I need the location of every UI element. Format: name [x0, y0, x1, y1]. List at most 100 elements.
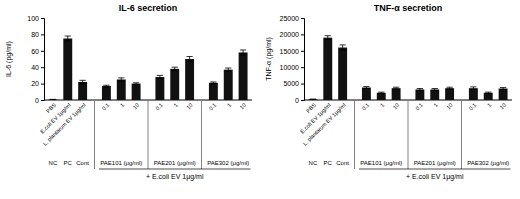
error-bar-cap	[133, 84, 139, 85]
error-bar-cap	[432, 88, 438, 89]
y-tick-mark	[41, 67, 44, 68]
group-label: Cont	[336, 160, 349, 166]
x-tick-label: 10	[499, 102, 508, 111]
error-bar	[485, 92, 491, 93]
error-bar-cap	[172, 70, 178, 71]
error-bar-cap	[485, 92, 491, 93]
y-tick-mark	[41, 18, 44, 19]
y-tick: 20	[31, 80, 44, 87]
error-bar-cap	[186, 61, 192, 62]
y-tick-label: 80	[31, 31, 39, 38]
x-tick-label: 10	[239, 102, 248, 111]
error-bar-cap	[103, 85, 109, 86]
error-bar-cap	[500, 89, 506, 90]
error-bar-cap	[50, 99, 56, 100]
error-bar	[65, 36, 71, 41]
error-bar-cap	[65, 36, 71, 37]
error-bar-cap	[500, 87, 506, 88]
bar	[132, 84, 141, 100]
error-bar	[378, 92, 384, 93]
error-bar-cap	[80, 83, 86, 84]
group-divider	[148, 101, 149, 169]
error-bar	[446, 87, 452, 89]
bar	[102, 86, 111, 100]
y-axis: 0500010000150002000025000	[280, 15, 305, 104]
bar	[78, 82, 87, 100]
error-bar-stem	[82, 80, 83, 83]
error-bar-stem	[159, 75, 160, 78]
y-tick: 10000	[280, 64, 304, 71]
y-tick: 40	[31, 64, 44, 71]
error-bar	[240, 50, 246, 55]
x-tick-label: 0.1	[154, 102, 164, 112]
group-label: PAE101 (μg/ml)	[100, 160, 142, 166]
error-bar-cap	[225, 68, 231, 69]
group-label: PC	[64, 160, 73, 166]
bar	[469, 88, 478, 100]
error-bar-cap	[50, 99, 56, 100]
bar	[392, 88, 401, 100]
error-bar	[172, 67, 178, 70]
error-bar-stem	[327, 36, 328, 40]
group-label: NC	[309, 160, 318, 166]
error-bar-cap	[393, 87, 399, 88]
error-bar-cap	[210, 83, 216, 84]
y-tick-mark	[41, 100, 44, 101]
y-tick-label: 100	[27, 15, 39, 22]
group-divider	[461, 101, 462, 169]
y-tick-label: 5000	[283, 80, 299, 87]
x-axis-line	[304, 100, 512, 101]
bar	[209, 83, 218, 100]
x-tick-label: 10	[132, 102, 141, 111]
error-bar-cap	[363, 86, 369, 87]
panel: 0500010000150002000025000TNF-α secretion…	[265, 3, 512, 181]
y-axis-line	[41, 19, 45, 101]
bar	[239, 52, 248, 100]
error-bar-stem	[121, 78, 122, 81]
error-bar	[210, 82, 216, 84]
x-tick-label: L. plantarum EV 1μg/ml	[42, 102, 87, 147]
group-divider	[354, 101, 355, 169]
error-bar	[417, 89, 423, 91]
bar	[155, 77, 164, 100]
panel: 020406080100IL-6 secretionIL-6 (pg/ml)PB…	[5, 3, 252, 181]
x-axis-line	[44, 100, 252, 101]
error-bar-cap	[378, 92, 384, 93]
bar	[415, 90, 424, 100]
y-axis-title: TNF-α (pg/ml)	[265, 37, 273, 81]
bar	[48, 99, 57, 100]
x-axis-title: + E.coli EV 1μg/ml	[406, 173, 464, 181]
group-label: PAE302 (μg/ml)	[207, 160, 249, 166]
error-bar-stem	[243, 50, 244, 55]
error-bar-cap	[325, 39, 331, 40]
bar	[185, 59, 194, 100]
error-bar-cap	[417, 90, 423, 91]
error-bar-cap	[186, 56, 192, 57]
error-bar-cap	[485, 93, 491, 94]
error-bar	[80, 80, 86, 83]
x-tick-label: 1	[379, 102, 385, 108]
x-tick-label: 0.1	[414, 102, 424, 112]
group-label: PAE201 (μg/ml)	[414, 160, 456, 166]
error-bar-cap	[65, 40, 71, 41]
y-tick-mark	[301, 51, 304, 52]
error-bar-cap	[393, 89, 399, 90]
y-tick-mark	[41, 51, 44, 52]
y-tick-label: 60	[31, 48, 39, 55]
error-bar-cap	[363, 88, 369, 89]
error-bar	[133, 83, 139, 85]
chart-title: IL-6 secretion	[119, 3, 178, 13]
bar	[170, 69, 179, 100]
y-tick: 100	[27, 15, 44, 22]
group-label: PAE302 (μg/ml)	[467, 160, 509, 166]
chart-title: TNF-α secretion	[374, 3, 443, 13]
x-tick-label: 1	[172, 102, 178, 108]
y-tick-mark	[301, 67, 304, 68]
error-bar	[186, 57, 192, 62]
x-tick-label: 10	[392, 102, 401, 111]
bar	[484, 93, 493, 100]
error-bar-cap	[240, 54, 246, 55]
y-tick-label: 10000	[280, 64, 300, 71]
group-bracket	[99, 169, 251, 170]
x-tick-label: 0.1	[468, 102, 478, 112]
